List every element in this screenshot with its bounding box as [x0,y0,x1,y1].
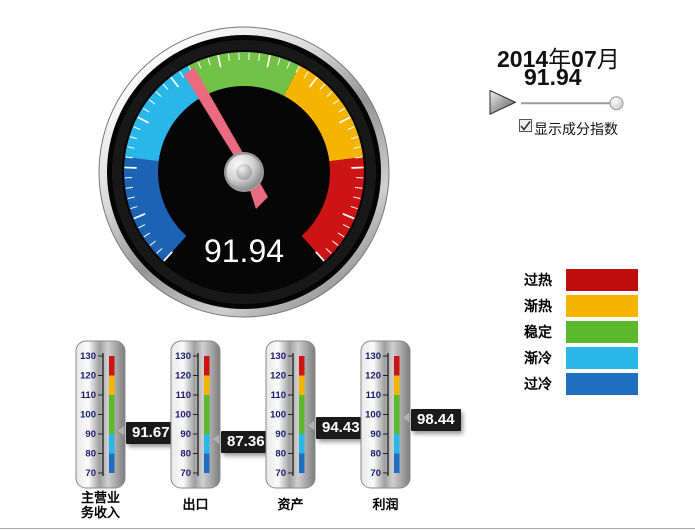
svg-text:90: 90 [275,429,286,440]
svg-text:100: 100 [80,410,96,421]
svg-text:120: 120 [270,371,286,382]
svg-text:120: 120 [365,371,381,382]
svg-text:80: 80 [85,449,96,460]
svg-text:70: 70 [275,468,286,479]
svg-text:90: 90 [85,429,96,440]
svg-text:130: 130 [270,351,286,362]
svg-text:110: 110 [271,390,286,401]
svg-text:70: 70 [85,468,96,479]
svg-text:110: 110 [81,390,96,401]
svg-text:100: 100 [365,410,381,421]
svg-text:100: 100 [175,410,191,421]
svg-text:120: 120 [175,371,191,382]
svg-text:80: 80 [180,449,191,460]
svg-text:91.94: 91.94 [204,233,284,269]
svg-text:130: 130 [365,351,381,362]
svg-text:130: 130 [175,351,191,362]
svg-text:70: 70 [370,468,381,479]
svg-text:100: 100 [270,410,286,421]
svg-text:70: 70 [180,468,191,479]
svg-text:110: 110 [176,390,191,401]
svg-text:80: 80 [370,449,381,460]
svg-text:90: 90 [370,429,381,440]
svg-text:130: 130 [80,351,96,362]
svg-text:120: 120 [80,371,96,382]
svg-text:90: 90 [180,429,191,440]
svg-text:110: 110 [366,390,381,401]
svg-text:80: 80 [275,449,286,460]
